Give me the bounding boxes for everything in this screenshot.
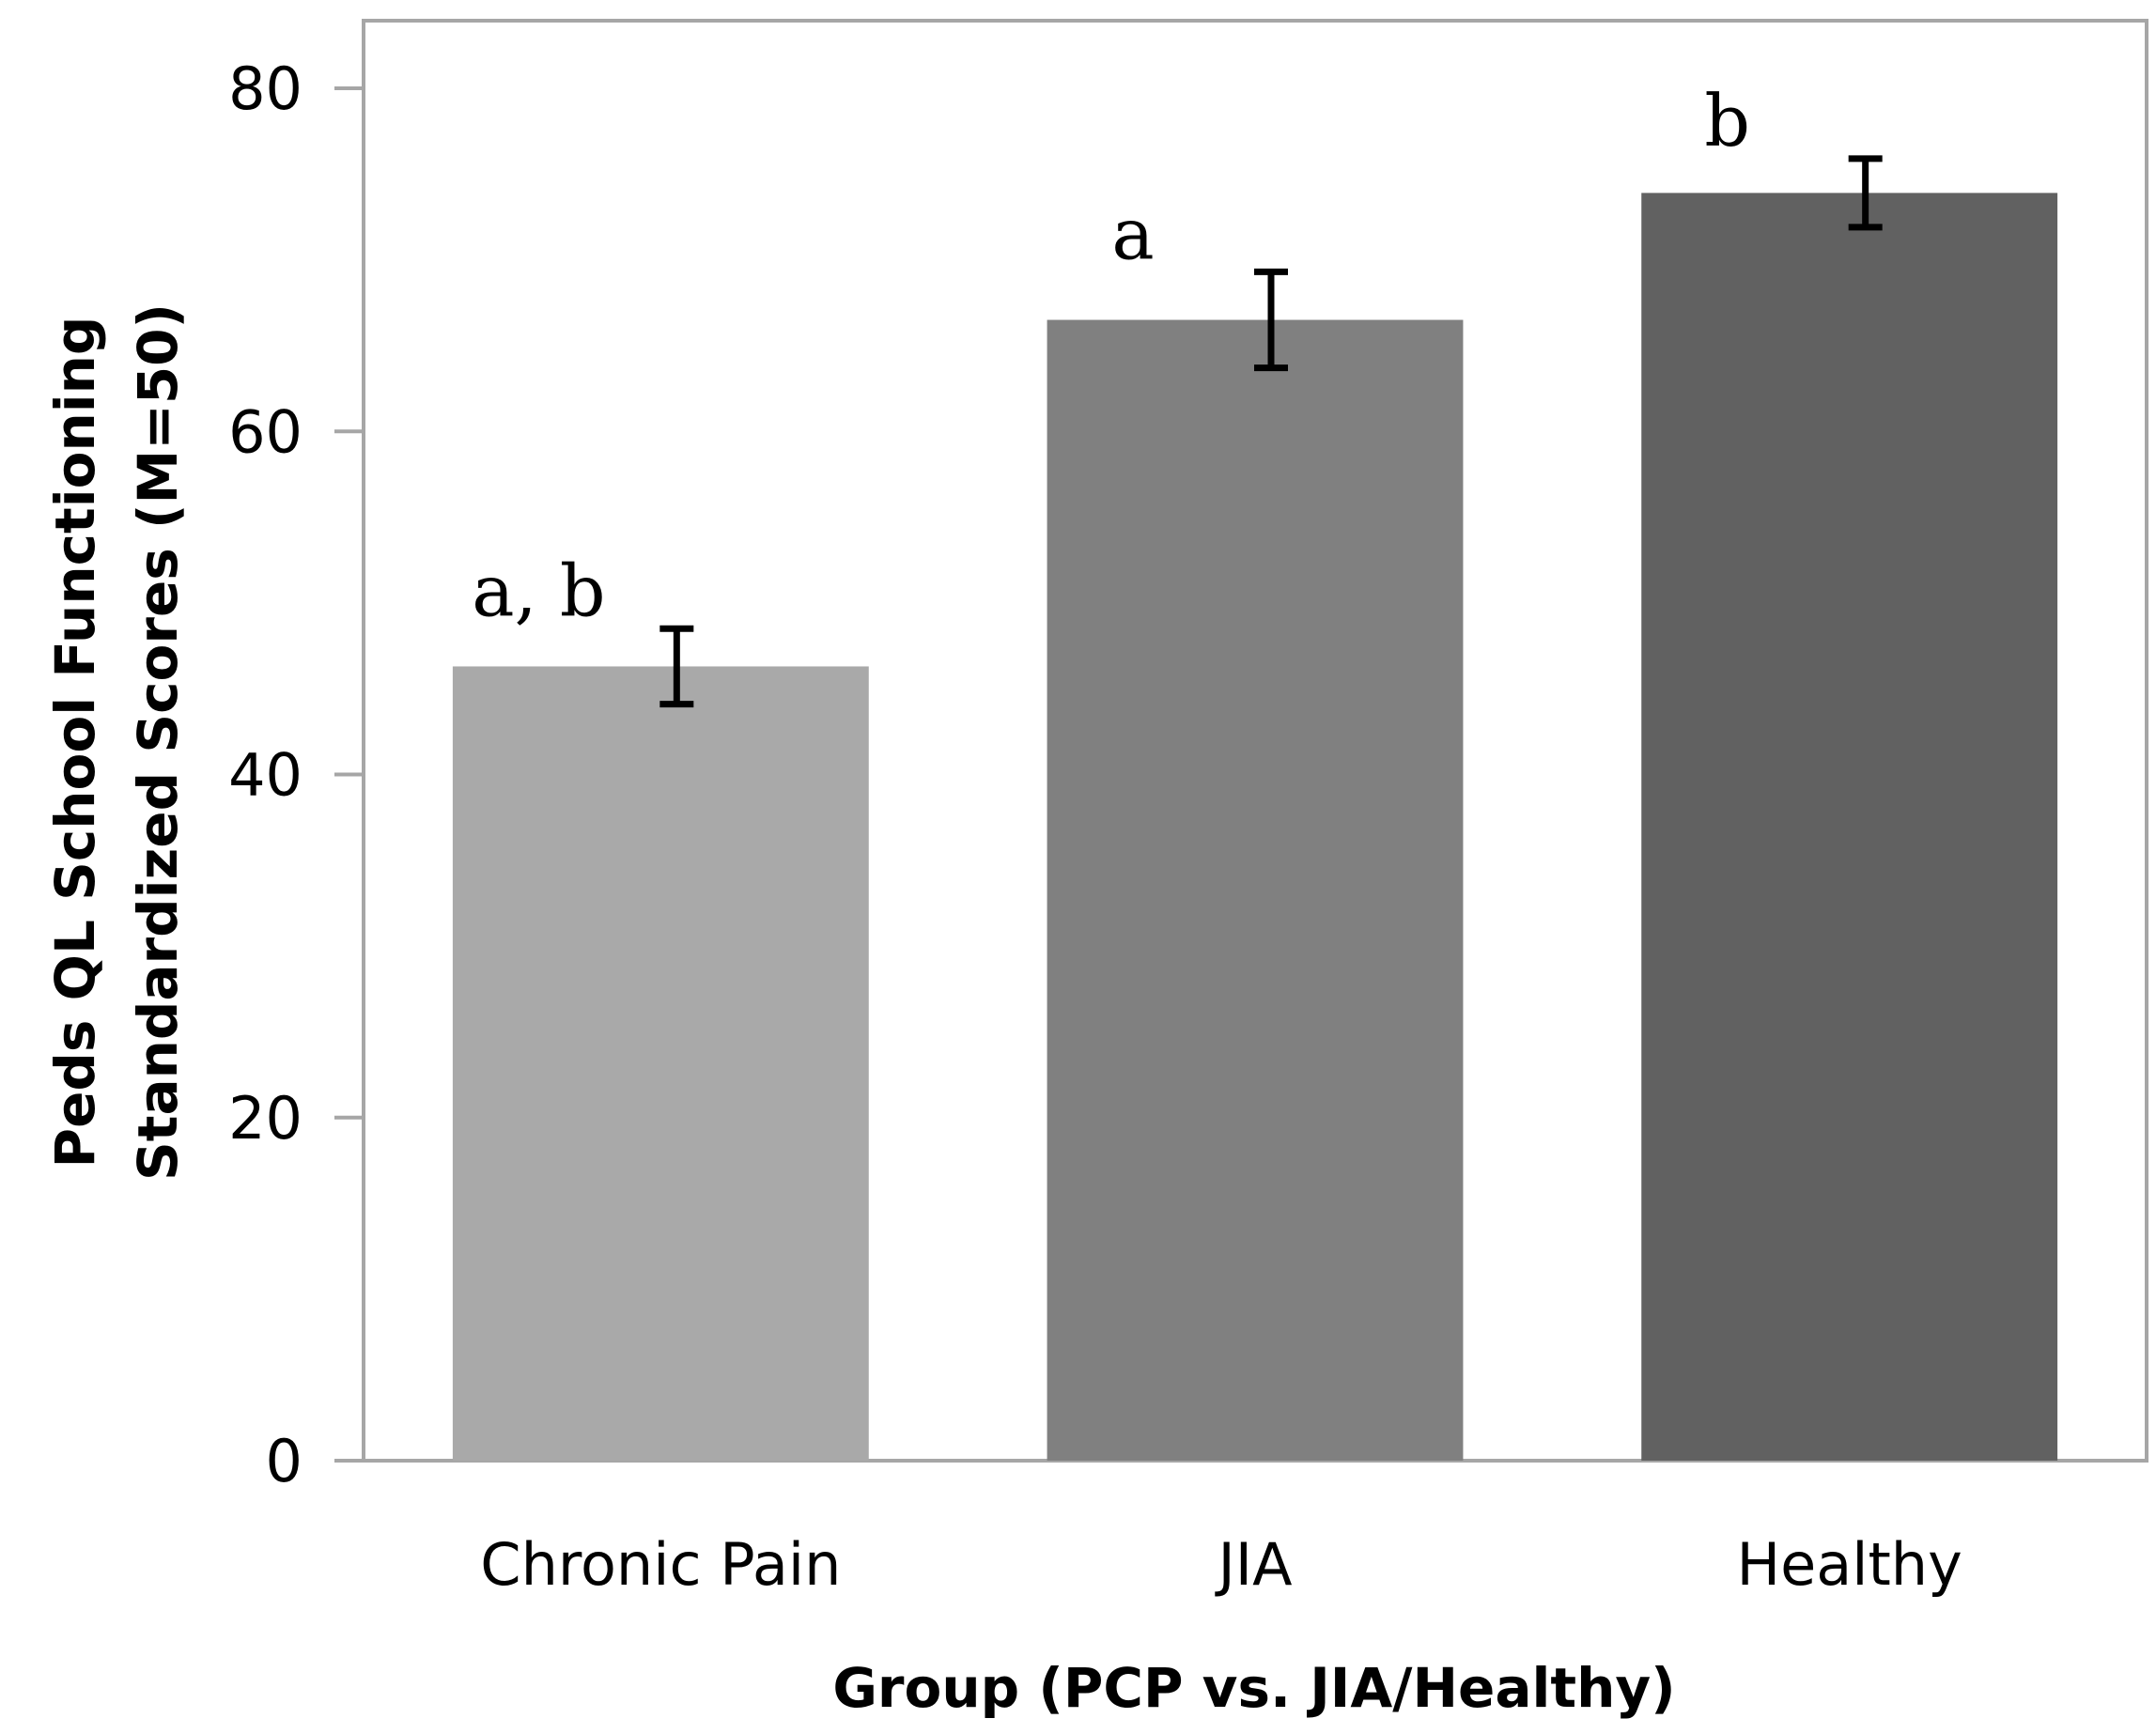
significance-label: a, b	[472, 549, 605, 632]
bar	[1047, 319, 1464, 1462]
category-label: Healthy	[1737, 1530, 1962, 1599]
category-label: Chronic Pain	[480, 1530, 841, 1599]
error-bars	[659, 155, 1883, 708]
y-axis-title: Peds QL School Functioning Standardized …	[43, 303, 190, 1181]
y-tick-label: 40	[228, 741, 302, 810]
y-axis-title-line-2: Standardized Scores (M=50)	[126, 303, 190, 1181]
y-tick-label: 60	[228, 397, 302, 466]
significance-labels: a, b a b	[472, 79, 1750, 632]
y-ticks: 0 20 40 60 80	[228, 54, 364, 1495]
category-label: JIA	[1215, 1530, 1293, 1599]
y-tick-label: 80	[228, 54, 302, 123]
bar	[1641, 193, 2058, 1461]
bar	[452, 666, 869, 1461]
y-axis-title-line-1: Peds QL School Functioning	[43, 317, 107, 1169]
bars	[452, 193, 2058, 1462]
significance-label: a	[1111, 192, 1154, 275]
y-tick-label: 20	[228, 1084, 302, 1153]
category-labels: Chronic Pain JIA Healthy	[480, 1530, 1962, 1599]
x-axis-title: Group (PCP vs. JIA/Healthy)	[832, 1656, 1675, 1720]
y-tick-label: 0	[266, 1427, 302, 1495]
significance-label: b	[1704, 79, 1750, 163]
